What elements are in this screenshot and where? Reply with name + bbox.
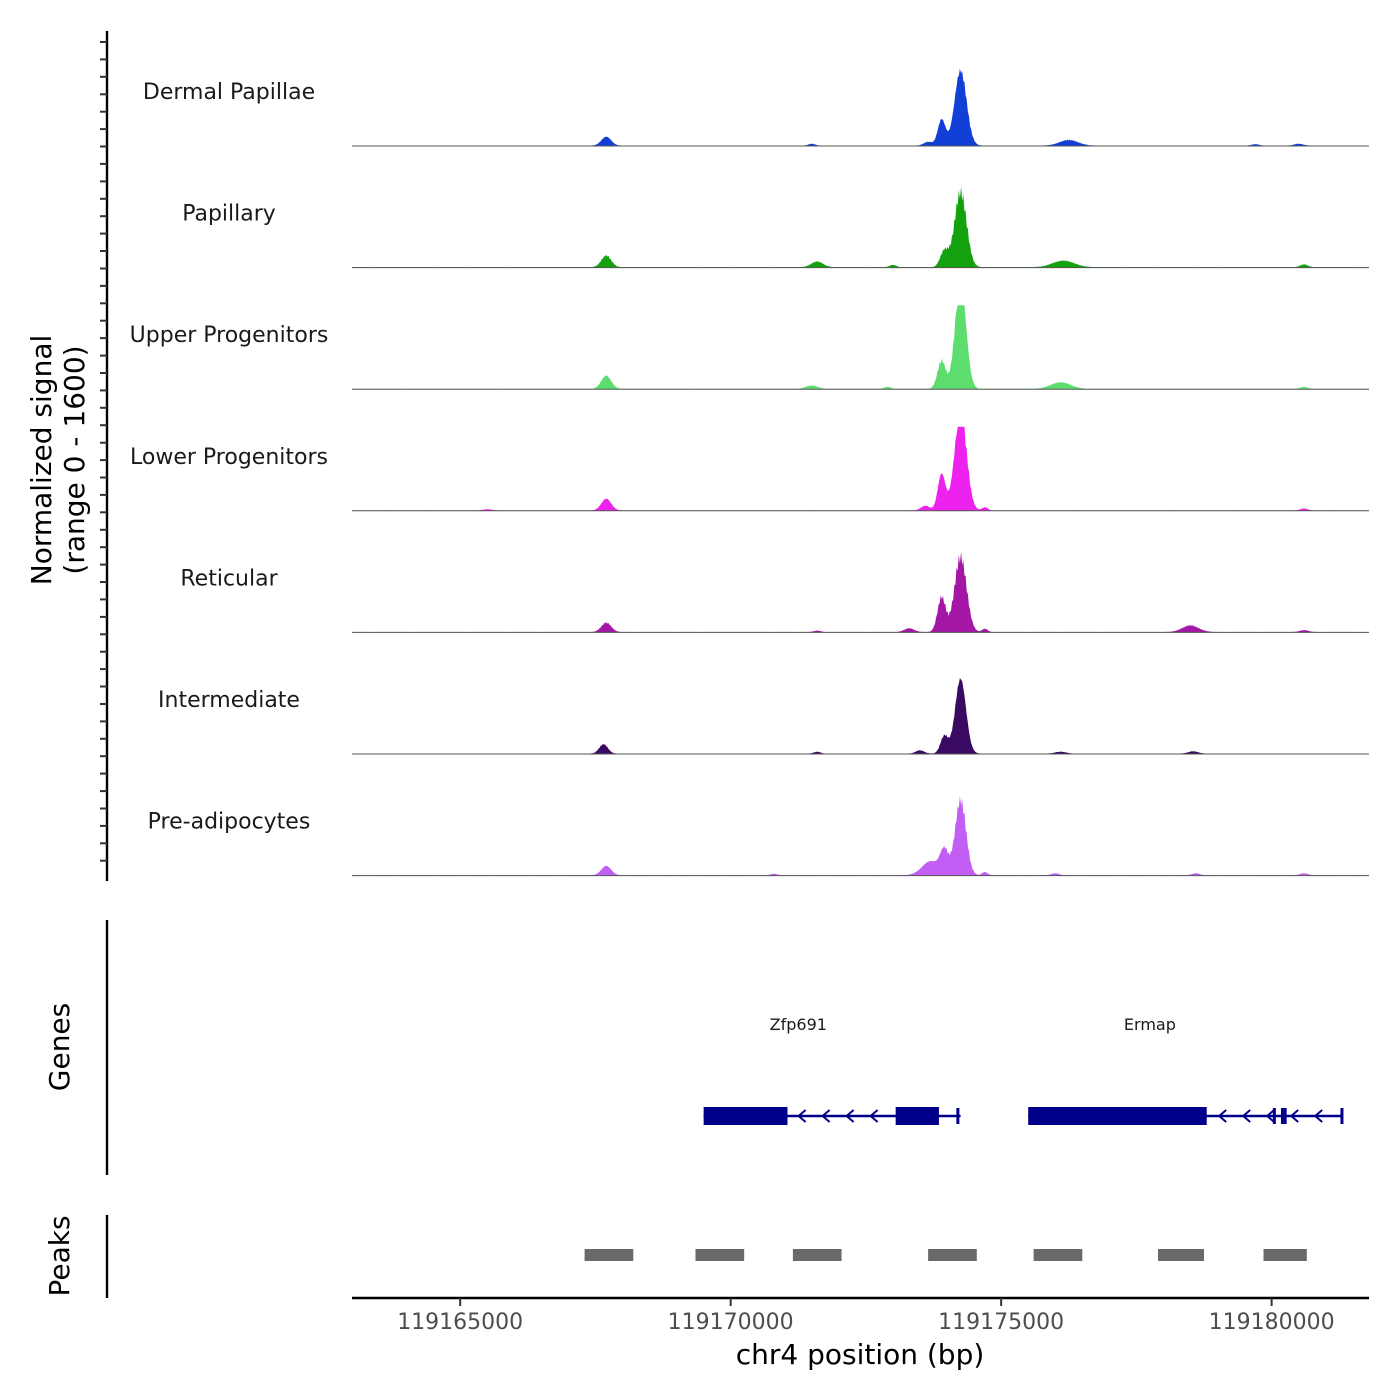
strand-arrow: [821, 1109, 831, 1123]
gene-exon: [1340, 1108, 1344, 1124]
strand-arrow: [797, 1109, 807, 1123]
peaks-track-title: Peaks: [43, 1215, 76, 1296]
peak-region: [792, 1249, 842, 1261]
peaks-track: Peaks: [43, 1215, 1307, 1298]
track-label: Papillary: [182, 202, 276, 227]
x-tick-label: 119180000: [1209, 1310, 1335, 1335]
genes-track: Genes Zfp691 Ermap: [43, 920, 1344, 1175]
coverage-track: Papillary: [182, 186, 1369, 269]
coverage-track: Reticular: [180, 551, 1369, 633]
strand-arrow: [1265, 1109, 1275, 1123]
gene-exon: [1283, 1108, 1287, 1124]
gene-models: Zfp691 Ermap: [703, 1015, 1344, 1125]
coverage-area: [352, 186, 1369, 268]
strand-arrow: [1289, 1109, 1299, 1123]
gene-exon: [1028, 1107, 1207, 1125]
strand-arrow: [1217, 1109, 1227, 1123]
x-axis: 119165000 119170000 119175000 119180000 chr…: [352, 1296, 1369, 1371]
gene-exon: [895, 1107, 939, 1125]
gene-exon: [956, 1108, 960, 1124]
coverage-area: [352, 305, 1369, 390]
coverage-area: [352, 795, 1369, 876]
track-label: Intermediate: [158, 688, 300, 713]
track-label: Lower Progenitors: [130, 445, 328, 470]
track-label: Reticular: [180, 566, 278, 591]
coverage-area: [352, 68, 1369, 146]
coverage-area: [352, 426, 1369, 511]
peak-region: [1158, 1249, 1205, 1261]
peak-region: [1033, 1249, 1083, 1261]
track-label: Dermal Papillae: [143, 80, 315, 105]
gene-label: Ermap: [1124, 1015, 1176, 1034]
genes-track-title: Genes: [43, 1003, 76, 1091]
strand-arrow: [845, 1109, 855, 1123]
track-label: Pre-adipocytes: [148, 810, 311, 835]
gene-label: Zfp691: [770, 1015, 827, 1034]
peak-region: [695, 1249, 745, 1261]
strand-arrow: [869, 1109, 879, 1123]
coverage-track: Pre-adipocytes: [148, 795, 1369, 877]
y-axis-title: Normalized signal: [25, 335, 58, 586]
strand-arrow: [1313, 1109, 1323, 1123]
x-tick-label: 119175000: [938, 1310, 1064, 1335]
coverage-tracks: Dermal Papillae Papillary Upper Progenitor…: [130, 68, 1369, 877]
y-axis-subtitle: (range 0 - 1600): [58, 345, 91, 574]
x-tick-label: 119165000: [397, 1310, 523, 1335]
gene-exon: [1280, 1108, 1284, 1124]
coverage-track: Intermediate: [158, 678, 1369, 755]
x-axis-ticks: 119165000 119170000 119175000 119180000: [397, 1298, 1335, 1335]
y-axis-ticks: [100, 41, 107, 862]
x-axis-title: chr4 position (bp): [736, 1338, 985, 1371]
y-axis: Normalized signal (range 0 - 1600): [25, 31, 109, 881]
peak-region: [928, 1249, 977, 1261]
track-label: Upper Progenitors: [130, 323, 329, 348]
gene-model: Zfp691: [703, 1015, 961, 1125]
coverage-area: [352, 678, 1369, 754]
gene-exon: [703, 1107, 788, 1125]
peak-regions: [584, 1249, 1307, 1261]
coverage-track: Lower Progenitors: [130, 426, 1369, 512]
strand-arrow: [1241, 1109, 1251, 1123]
peak-region: [1263, 1249, 1307, 1261]
gene-model: Ermap: [1028, 1015, 1344, 1125]
coverage-track: Upper Progenitors: [130, 305, 1369, 390]
gene-exon: [1272, 1108, 1276, 1124]
x-tick-label: 119170000: [668, 1310, 794, 1335]
coverage-track: Dermal Papillae: [143, 68, 1369, 147]
peak-region: [584, 1249, 634, 1261]
coverage-area: [352, 551, 1369, 633]
